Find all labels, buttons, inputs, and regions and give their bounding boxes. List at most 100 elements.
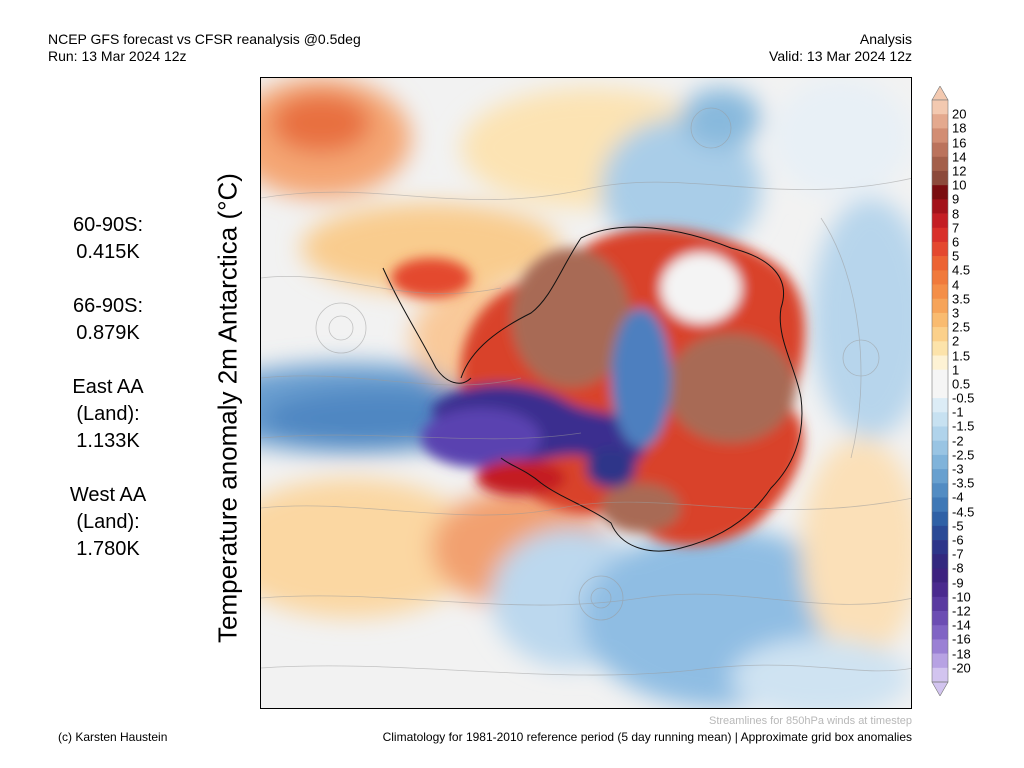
colorbar-box	[932, 525, 948, 541]
colorbar-tick-label: -16	[952, 631, 971, 647]
colorbar-tick-label: -7	[952, 546, 964, 562]
stat-block: 60-90S: 0.415K	[48, 212, 168, 266]
colorbar-tick-label: -0.5	[952, 390, 975, 406]
colorbar-tick-label: -2.5	[952, 447, 975, 463]
colorbar-tick-label: 4.5	[952, 262, 971, 278]
colorbar-box	[932, 100, 948, 115]
colorbar-box	[932, 256, 948, 271]
stat-value: 0.879K	[76, 322, 140, 344]
colorbar-tick-label: 10	[952, 177, 967, 193]
peninsula-coastline	[382, 267, 472, 384]
colorbar-tick-label: 20	[952, 106, 967, 122]
colorbar-box	[932, 156, 948, 172]
colorbar-box	[932, 383, 948, 399]
colorbar-box	[932, 341, 948, 356]
colorbar-box	[932, 128, 948, 143]
colorbar-box	[932, 440, 948, 456]
colorbar-bottom-arrow	[931, 681, 949, 696]
colorbar-tick-label: -9	[952, 575, 964, 591]
colorbar-box	[932, 398, 948, 413]
colorbar-top-arrow	[931, 86, 949, 101]
colorbar-box	[932, 227, 948, 243]
colorbar-frame	[931, 99, 949, 683]
streamlines-note: Streamlines for 850hPa winds at timestep	[709, 715, 912, 727]
colorbar-box	[932, 327, 948, 342]
colorbar-tick-label: 9	[952, 191, 960, 207]
colorbar-tick-label: -1.5	[952, 418, 975, 434]
stat-value: 1.133K	[76, 430, 140, 452]
colorbar-box	[932, 369, 948, 385]
valid-time: Valid: 13 Mar 2024 12z	[769, 48, 912, 64]
colorbar-box	[932, 653, 948, 669]
colorbar-tick-label: -3.5	[952, 475, 975, 491]
colorbar-tick-label: -14	[952, 617, 971, 633]
header-right: Analysis Valid: 13 Mar 2024 12z	[769, 31, 912, 65]
colorbar-box	[932, 199, 948, 214]
colorbar-box	[932, 469, 948, 484]
title-line-1: NCEP GFS forecast vs CFSR reanalysis @0.…	[48, 31, 361, 47]
stat-label: 60-90S:	[72, 214, 144, 236]
stat-value: 1.780K	[76, 538, 140, 560]
colorbar-tick-label: 3	[952, 305, 960, 321]
colorbar-tick-label: 2.5	[952, 319, 971, 335]
colorbar-box	[932, 355, 948, 371]
colorbar-tick-label: -2	[952, 433, 964, 449]
vertical-title: Temperature anomaly 2m Antarctica (°C)	[212, 173, 243, 643]
colorbar-box	[932, 454, 948, 470]
map-canvas	[261, 78, 911, 708]
colorbar-tick-label: -4	[952, 489, 964, 505]
colorbar-box	[932, 284, 948, 300]
colorbar-tick-label: 7	[952, 220, 960, 236]
stat-block: West AA (Land): 1.780K	[48, 482, 168, 563]
colorbar-tick-label: -4.5	[952, 504, 975, 520]
colorbar-tick-label: -12	[952, 603, 971, 619]
colorbar-box	[932, 142, 948, 158]
stat-block: 66-90S: 0.879K	[48, 293, 168, 347]
stat-value: 0.415K	[76, 241, 140, 263]
colorbar-box	[932, 554, 948, 569]
colorbar-tick-label: -18	[952, 646, 971, 662]
colorbar-tick-label: 16	[952, 135, 967, 151]
colorbar-tick-label: 0.5	[952, 376, 971, 392]
colorbar-box	[932, 511, 948, 527]
colorbar-box	[932, 611, 948, 626]
colorbar-box	[932, 639, 948, 654]
colorbar-box	[932, 241, 948, 257]
stat-label: East AA (Land):	[72, 376, 144, 425]
colorbar-tick-label: -10	[952, 589, 971, 605]
colorbar-tick-label: -3	[952, 461, 964, 477]
colorbar-box	[932, 568, 948, 583]
colorbar-box	[932, 170, 948, 186]
colorbar-tick-label: -20	[952, 660, 971, 676]
regional-stats: 60-90S: 0.415K 66-90S: 0.879K East AA (L…	[48, 212, 168, 590]
stat-block: East AA (Land): 1.133K	[48, 374, 168, 455]
colorbar-tick-label: -6	[952, 532, 964, 548]
antarctica-anomaly-field	[391, 228, 805, 546]
colorbar	[931, 86, 949, 696]
colorbar-tick-label: -8	[952, 560, 964, 576]
stat-label: West AA (Land):	[69, 484, 147, 533]
colorbar-box	[932, 582, 948, 598]
colorbar-tick-label: 12	[952, 163, 967, 179]
colorbar-boxes	[931, 86, 949, 696]
colorbar-box	[932, 213, 948, 229]
colorbar-box	[932, 497, 948, 512]
copyright: (c) Karsten Haustein	[58, 730, 168, 744]
colorbar-box	[932, 185, 948, 200]
colorbar-box	[932, 667, 948, 683]
colorbar-box	[932, 114, 948, 129]
climatology-note: Climatology for 1981-2010 reference peri…	[382, 730, 912, 744]
colorbar-tick-label: 18	[952, 120, 967, 136]
anomaly-map	[260, 77, 912, 709]
colorbar-tick-label: 6	[952, 234, 960, 250]
colorbar-tick-label: -1	[952, 404, 964, 420]
colorbar-box	[932, 312, 948, 328]
colorbar-box	[932, 540, 948, 555]
antarctica-coastline	[460, 226, 803, 552]
ocean-anomaly-field	[261, 78, 911, 708]
colorbar-box	[932, 298, 948, 314]
colorbar-box	[932, 270, 948, 285]
colorbar-tick-label: 3.5	[952, 291, 971, 307]
analysis-label: Analysis	[859, 31, 912, 47]
colorbar-box	[932, 625, 948, 640]
